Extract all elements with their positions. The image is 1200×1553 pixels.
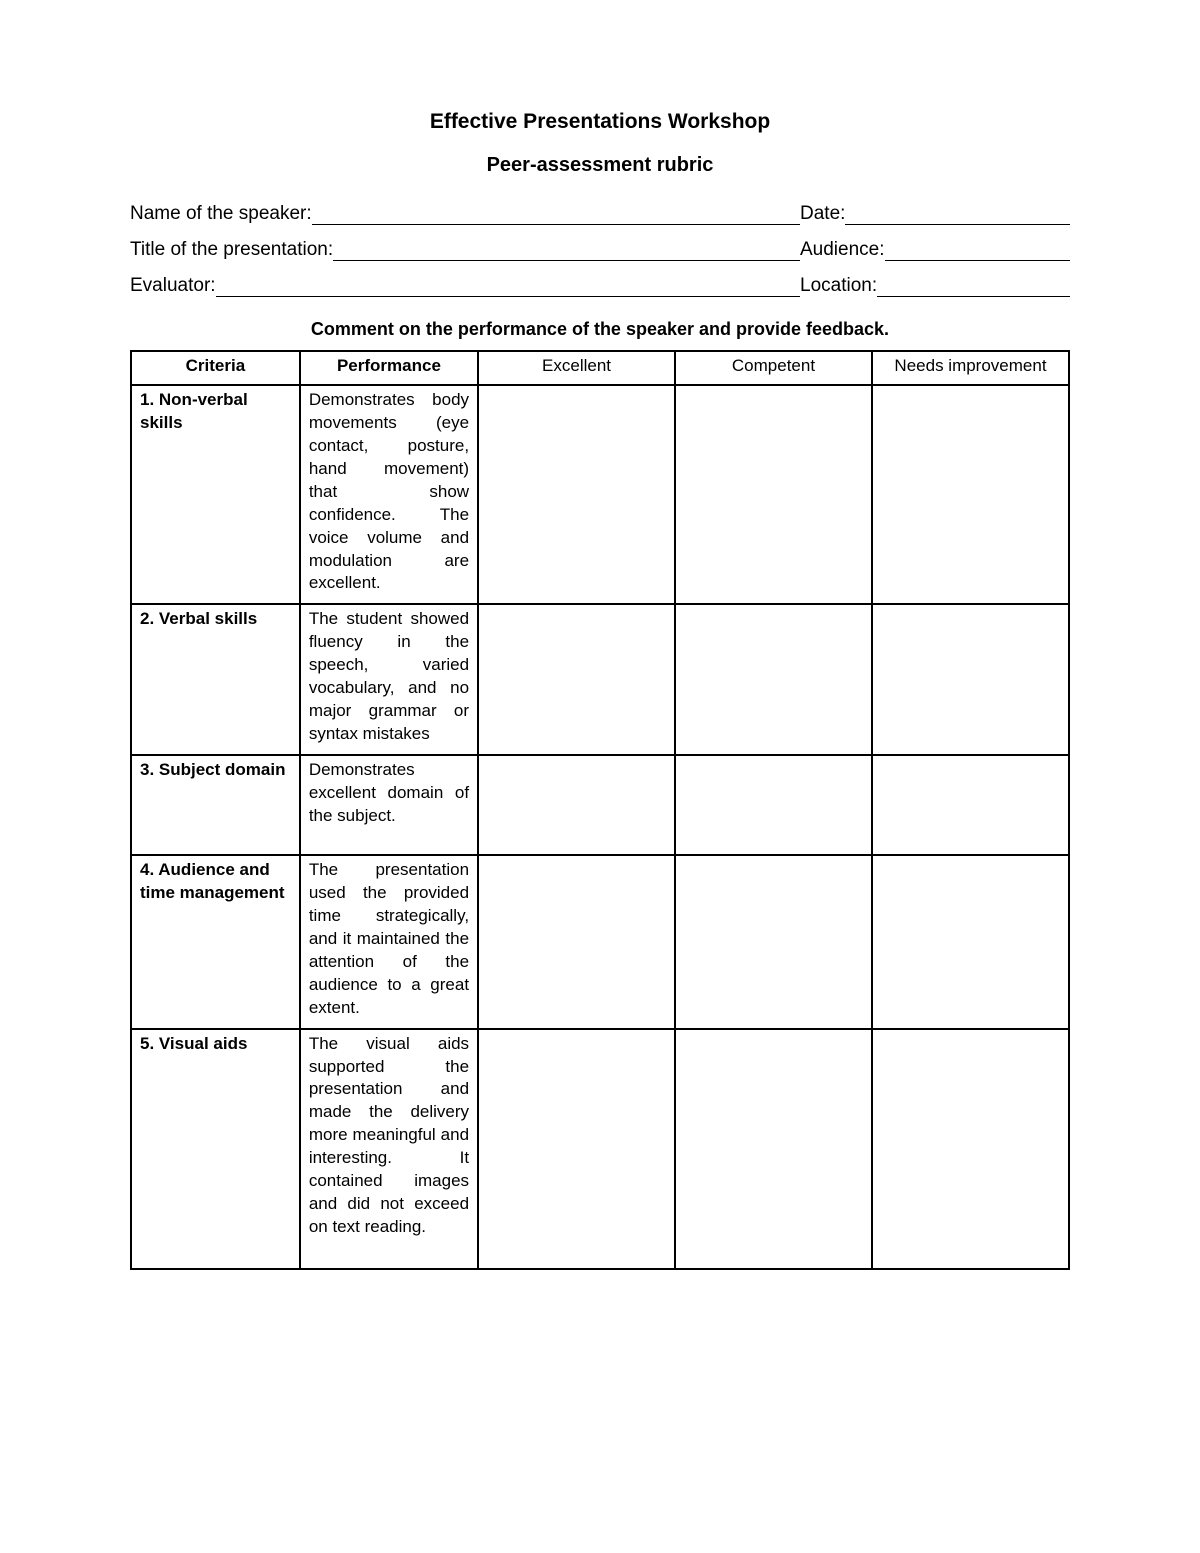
competent-cell[interactable] <box>675 385 872 604</box>
excellent-cell[interactable] <box>478 604 675 755</box>
competent-cell[interactable] <box>675 604 872 755</box>
audience-label: Audience: <box>800 239 885 261</box>
header-performance: Performance <box>300 351 478 385</box>
header-criteria: Criteria <box>131 351 300 385</box>
competent-cell[interactable] <box>675 1029 872 1269</box>
form-row-2: Title of the presentation: Audience: <box>130 239 1070 261</box>
form-row-1: Name of the speaker: Date: <box>130 203 1070 225</box>
evaluator-input-line[interactable] <box>216 278 800 297</box>
criteria-cell: 1. Non-verbal skills <box>131 385 300 604</box>
date-input-line[interactable] <box>845 206 1070 225</box>
performance-cell: The presentation used the provided time … <box>300 855 478 1029</box>
date-label: Date: <box>800 203 845 225</box>
rubric-table: Criteria Performance Excellent Competent… <box>130 350 1070 1270</box>
performance-cell: The student showed fluency in the speech… <box>300 604 478 755</box>
location-input-line[interactable] <box>877 278 1070 297</box>
criteria-cell: 3. Subject domain <box>131 755 300 855</box>
table-header-row: Criteria Performance Excellent Competent… <box>131 351 1069 385</box>
competent-cell[interactable] <box>675 855 872 1029</box>
table-row: 2. Verbal skills The student showed flue… <box>131 604 1069 755</box>
criteria-cell: 4. Audience and time management <box>131 855 300 1029</box>
workshop-title: Effective Presentations Workshop <box>130 110 1070 134</box>
excellent-cell[interactable] <box>478 855 675 1029</box>
table-row: 5. Visual aids The visual aids supported… <box>131 1029 1069 1269</box>
needs-improvement-cell[interactable] <box>872 385 1069 604</box>
table-row: 1. Non-verbal skills Demonstrates body m… <box>131 385 1069 604</box>
performance-cell: Demonstrates body movements (eye contact… <box>300 385 478 604</box>
title-input-line[interactable] <box>333 242 800 261</box>
evaluator-label: Evaluator: <box>130 275 216 297</box>
excellent-cell[interactable] <box>478 755 675 855</box>
needs-improvement-cell[interactable] <box>872 604 1069 755</box>
header-needs-improvement: Needs improvement <box>872 351 1069 385</box>
needs-improvement-cell[interactable] <box>872 855 1069 1029</box>
table-row: 4. Audience and time management The pres… <box>131 855 1069 1029</box>
speaker-label: Name of the speaker: <box>130 203 312 225</box>
form-row-3: Evaluator: Location: <box>130 275 1070 297</box>
header-competent: Competent <box>675 351 872 385</box>
performance-cell: The visual aids supported the presentati… <box>300 1029 478 1269</box>
speaker-input-line[interactable] <box>312 206 800 225</box>
instruction-text: Comment on the performance of the speake… <box>130 319 1070 340</box>
needs-improvement-cell[interactable] <box>872 755 1069 855</box>
audience-input-line[interactable] <box>885 242 1070 261</box>
location-label: Location: <box>800 275 877 297</box>
form-section: Name of the speaker: Date: Title of the … <box>130 203 1070 297</box>
excellent-cell[interactable] <box>478 1029 675 1269</box>
excellent-cell[interactable] <box>478 385 675 604</box>
rubric-subtitle: Peer-assessment rubric <box>130 154 1070 177</box>
performance-cell: Demonstrates excellent domain of the sub… <box>300 755 478 855</box>
criteria-cell: 2. Verbal skills <box>131 604 300 755</box>
header-excellent: Excellent <box>478 351 675 385</box>
table-row: 3. Subject domain Demonstrates excellent… <box>131 755 1069 855</box>
criteria-cell: 5. Visual aids <box>131 1029 300 1269</box>
title-label: Title of the presentation: <box>130 239 333 261</box>
competent-cell[interactable] <box>675 755 872 855</box>
needs-improvement-cell[interactable] <box>872 1029 1069 1269</box>
